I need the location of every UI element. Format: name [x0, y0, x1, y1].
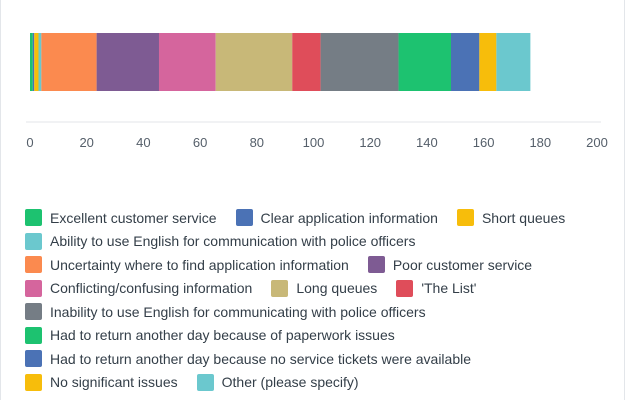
legend-swatch	[25, 232, 42, 250]
x-tick-label: 40	[136, 135, 150, 150]
x-tick-label: 200	[586, 135, 608, 150]
legend-row: Had to return another day because of pap…	[25, 324, 620, 348]
legend-label: Inability to use English for communicati…	[50, 303, 426, 320]
legend-row: Excellent customer service Clear applicat…	[25, 206, 620, 230]
legend-row: Conflicting/confusing information Long qu…	[25, 277, 620, 301]
legend-swatch	[25, 326, 42, 344]
bar-layer	[30, 33, 531, 91]
legend-item[interactable]: Had to return another day because no ser…	[25, 349, 471, 369]
x-tick-label: 60	[193, 135, 207, 150]
legend-item[interactable]: Had to return another day because of pap…	[25, 325, 395, 345]
legend-label: Clear application information	[260, 209, 438, 226]
legend-item[interactable]: 'The List'	[396, 278, 476, 298]
x-tick-label: 20	[79, 135, 93, 150]
legend-item[interactable]: Excellent customer service	[25, 208, 217, 228]
x-tick-label: 0	[26, 135, 33, 150]
legend-item[interactable]: Clear application information	[235, 208, 438, 228]
legend-swatch	[25, 373, 42, 391]
legend-label: Had to return another day because no ser…	[50, 350, 472, 367]
bar-segment-9[interactable]	[320, 33, 399, 91]
bar-segment-1[interactable]	[32, 33, 35, 91]
bar-segment-11[interactable]	[451, 33, 480, 91]
legend-swatch	[25, 279, 42, 297]
legend-label: Had to return another day because of pap…	[50, 327, 395, 344]
bar-segment-2[interactable]	[34, 33, 39, 91]
legend-label: No significant issues	[50, 374, 178, 391]
legend-swatch	[196, 373, 214, 391]
legend-swatch	[396, 279, 414, 297]
x-tick-label: 120	[359, 135, 381, 150]
legend-item[interactable]: No significant issues	[25, 372, 178, 392]
x-tick-label: 160	[473, 135, 495, 150]
bar-segment-12[interactable]	[479, 33, 497, 91]
legend-label: 'The List'	[421, 280, 477, 297]
x-tick-label: 100	[303, 135, 325, 150]
bar-segment-10[interactable]	[398, 33, 451, 91]
legend-label: Short queues	[481, 209, 566, 226]
legend-row: Ability to use English for communication…	[25, 230, 620, 254]
legend-item[interactable]: Poor customer service	[367, 255, 533, 275]
legend-swatch	[367, 256, 385, 274]
legend-item[interactable]: Long queues	[271, 278, 377, 298]
legend-swatch	[456, 209, 474, 227]
legend-label: Excellent customer service	[50, 209, 217, 226]
legend-swatch	[25, 303, 42, 321]
stacked-bar-chart: 0 20 40 60 80 100 120 140 160 180 200	[26, 33, 608, 150]
bar-segment-8[interactable]	[292, 33, 321, 91]
legend-item[interactable]: Short queues	[456, 208, 566, 228]
bar-segment-0[interactable]	[30, 33, 33, 91]
legend-label: Poor customer service	[392, 256, 533, 273]
bar-segment-13[interactable]	[496, 33, 531, 91]
legend-label: Conflicting/confusing information	[50, 280, 253, 297]
legend-label: Ability to use English for communication…	[50, 233, 416, 250]
bar-segment-3[interactable]	[38, 33, 42, 91]
legend-row: No significant issues Other (please speci…	[25, 371, 620, 395]
legend-item[interactable]: Other (please specify)	[196, 372, 359, 392]
legend-item[interactable]: Ability to use English for communication…	[25, 231, 415, 251]
legend-label: Other (please specify)	[221, 374, 359, 391]
bar-segment-4[interactable]	[41, 33, 97, 91]
legend-row: Had to return another day because no ser…	[25, 347, 620, 371]
legend-item[interactable]: Conflicting/confusing information	[25, 278, 252, 298]
legend-row: Uncertainty where to find application in…	[25, 253, 620, 277]
legend: Excellent customer service Clear applicat…	[25, 206, 620, 394]
legend-row: Inability to use English for communicati…	[25, 300, 620, 324]
x-axis-ticks: 0 20 40 60 80 100 120 140 160 180 200	[26, 135, 607, 150]
x-tick-label: 80	[250, 135, 264, 150]
bar-segment-6[interactable]	[158, 33, 216, 91]
legend-swatch	[25, 350, 42, 368]
legend-swatch	[271, 279, 289, 297]
bar-segment-7[interactable]	[215, 33, 293, 91]
legend-item[interactable]: Inability to use English for communicati…	[25, 302, 426, 322]
x-tick-label: 180	[529, 135, 551, 150]
legend-swatch	[235, 209, 253, 227]
legend-item[interactable]: Uncertainty where to find application in…	[25, 255, 349, 275]
bar-segment-5[interactable]	[96, 33, 159, 91]
legend-label: Long queues	[296, 280, 378, 297]
x-tick-label: 140	[416, 135, 438, 150]
legend-swatch	[25, 209, 42, 227]
legend-swatch	[25, 256, 42, 274]
legend-label: Uncertainty where to find application in…	[50, 256, 349, 273]
